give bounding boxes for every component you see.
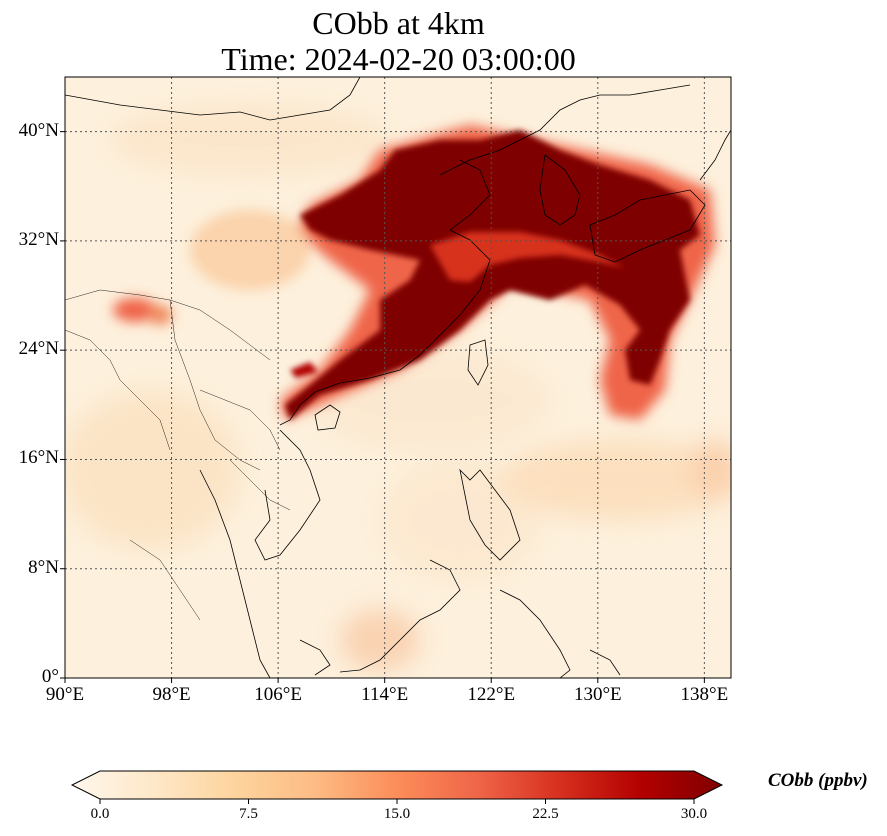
lon-tick-label: 138°E — [680, 684, 729, 705]
lat-tick-label: 40°N — [18, 119, 59, 141]
lat-tick-label: 0° — [41, 666, 59, 687]
colorbar-tick-label: 0.0 — [90, 806, 110, 822]
colorbar-tick-label: 30.0 — [680, 806, 708, 822]
lon-tick-label: 130°E — [573, 684, 622, 705]
lat-tick-label: 24°N — [18, 338, 59, 360]
plume-inner-gap — [430, 232, 625, 282]
gridlines — [65, 77, 731, 678]
map-title: CObb at 4km — [312, 5, 485, 41]
plume-core — [285, 130, 700, 420]
lon-tick-label: 90°E — [45, 684, 85, 705]
lon-tick-label: 106°E — [254, 684, 302, 705]
map-frame — [64, 76, 732, 679]
diffuse-plumes — [65, 105, 731, 670]
lat-tick-label: 8°N — [28, 556, 59, 578]
lon-tick-label: 114°E — [361, 684, 409, 705]
map-subtitle-time: Time: 2024-02-20 03:00:00 — [221, 41, 576, 77]
coastlines — [65, 77, 731, 678]
lat-tick-label: 32°N — [18, 228, 59, 250]
concentration-field — [65, 77, 731, 678]
colorbar-tick-label: 22.5 — [532, 806, 559, 822]
lon-tick-label: 98°E — [152, 684, 191, 705]
axis-ticks — [60, 131, 705, 683]
colorbar-tick-label: 7.5 — [239, 806, 258, 822]
country-borders — [65, 289, 291, 621]
colorbar-label: CObb (ppbv) — [768, 770, 868, 791]
lon-tick-label: 122°E — [467, 684, 516, 705]
colorbar-tick-label: 15.0 — [383, 806, 411, 822]
lat-tick-label: 16°N — [18, 447, 59, 469]
